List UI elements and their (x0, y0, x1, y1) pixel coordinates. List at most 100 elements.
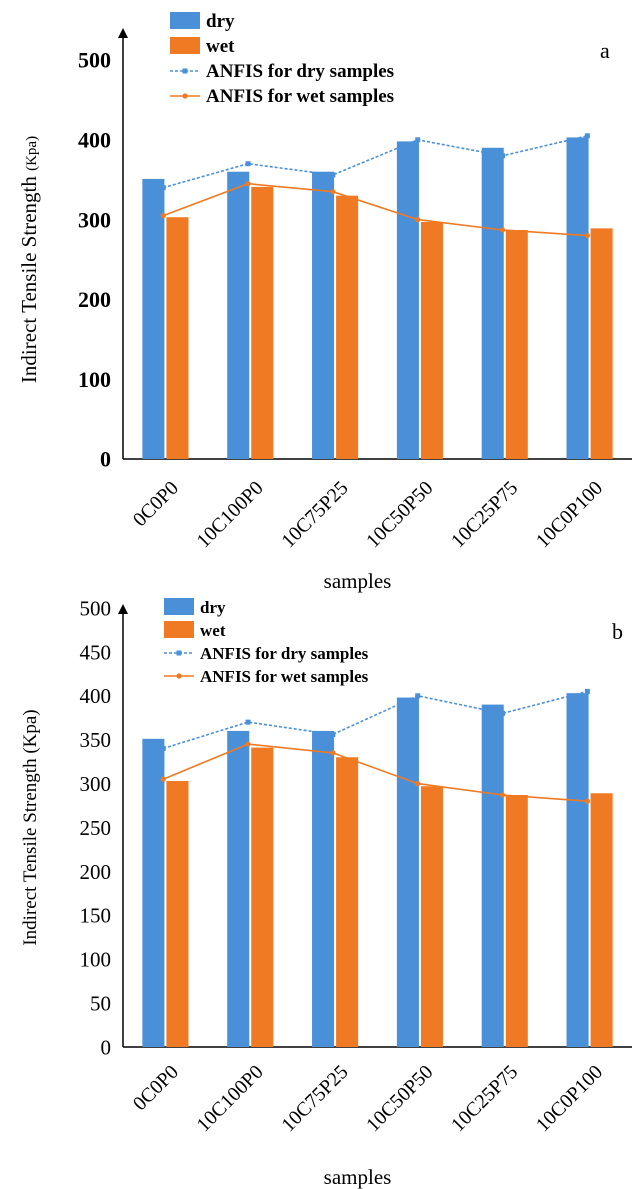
y-tick-label: 200 (80, 860, 112, 884)
line-point (245, 181, 251, 187)
line-point (584, 688, 590, 694)
y-tick-label: 250 (80, 816, 112, 840)
x-tick-label: 10C100P0 (193, 1061, 268, 1136)
line-point (584, 798, 590, 804)
bar-wet (166, 780, 189, 1047)
legend-marker (176, 673, 182, 679)
y-tick-label: 0 (100, 447, 111, 472)
line-point (160, 745, 166, 751)
legend-label: wet (200, 621, 226, 640)
y-tick-label: 300 (78, 207, 111, 232)
line-point (330, 731, 336, 737)
y-tick-label: 100 (80, 948, 112, 972)
y-tick-label: 500 (78, 48, 111, 73)
x-tick-label: 10C50P50 (362, 1061, 437, 1136)
legend-item: dry (164, 598, 226, 617)
y-tick-label: 150 (80, 904, 112, 928)
panel-label: b (612, 619, 623, 644)
line-point (584, 133, 590, 139)
bar-dry (227, 730, 250, 1047)
line-point (499, 227, 506, 233)
legend-marker (182, 68, 188, 74)
line-point (500, 153, 506, 159)
line-point (584, 232, 590, 239)
legend-label: wet (206, 36, 235, 57)
legend-item: ANFIS for dry samples (170, 61, 394, 82)
x-tick-label: 10C100P0 (193, 477, 268, 552)
bar-dry (312, 171, 335, 459)
x-tick-label: 10C75P25 (277, 1061, 352, 1136)
legend-swatch (170, 12, 200, 29)
bar-wet (251, 186, 274, 459)
legend-item: ANFIS for wet samples (164, 667, 369, 686)
line-point (160, 185, 166, 191)
legend-label: ANFIS for wet samples (200, 667, 369, 686)
chart-b-svg: 0 50 100 150 200 250 300 350 400 450 500 0C0P0 10C10… (20, 596, 632, 1189)
x-tick-label: 0C0P0 (129, 1061, 183, 1115)
line-anfis-for-wet-samples (162, 743, 588, 802)
legend-label: ANFIS for dry samples (200, 644, 369, 663)
bar-dry (227, 171, 250, 459)
bar-dry (312, 730, 335, 1047)
x-tick-label: 10C25P75 (447, 477, 522, 552)
line-point (415, 693, 421, 699)
bar-dry (481, 704, 504, 1047)
line-point (415, 217, 421, 223)
bar-dry (142, 738, 165, 1047)
line-point (245, 719, 251, 725)
y-tick-label: 500 (80, 596, 112, 620)
line-point (330, 189, 336, 195)
legend-label: ANFIS for dry samples (206, 61, 394, 82)
chart-a: 0 100 200 300 400 500 0C0P0 10C100P0 10C75P25 10C… (0, 0, 637, 594)
bar-dry (481, 147, 504, 459)
x-tick-label: 10C0P100 (532, 1061, 607, 1136)
bar-wet (505, 229, 528, 459)
bar-wet (251, 747, 274, 1047)
legend-label: dry (200, 598, 226, 617)
x-tick-label: 10C25P75 (447, 1061, 522, 1136)
x-axis-title: samples (324, 569, 392, 593)
legend-label: dry (206, 11, 235, 32)
bar-wet (166, 217, 189, 459)
panel-label: a (600, 38, 610, 63)
line-anfis-for-dry-samples (162, 690, 588, 750)
y-tick-label: 300 (80, 772, 112, 796)
bar-dry (566, 137, 589, 459)
bar-wet (420, 221, 443, 459)
legend-marker (176, 650, 182, 656)
x-tick-label: 10C75P25 (277, 477, 352, 552)
bar-wet (336, 195, 359, 459)
line-point (245, 741, 251, 747)
x-axis-title: samples (324, 1165, 392, 1189)
y-tick-label: 100 (78, 367, 111, 392)
legend-label: ANFIS for wet samples (206, 86, 394, 107)
y-axis-arrow-icon (118, 604, 128, 614)
line-point (500, 710, 506, 716)
y-tick-label: 400 (80, 684, 112, 708)
legend-swatch (164, 598, 194, 615)
legend-swatch (170, 37, 200, 54)
x-tick-label: 10C50P50 (362, 477, 437, 552)
y-axis-title: Indirect Tensile Strength (Kpa) (17, 136, 41, 383)
y-tick-label: 450 (80, 640, 112, 664)
y-tick-label: 50 (90, 991, 111, 1015)
bar-wet (505, 795, 528, 1047)
bar-wet (420, 786, 443, 1047)
y-axis-arrow-icon (118, 28, 128, 38)
legend-item: wet (170, 36, 235, 57)
y-tick-label: 350 (80, 728, 112, 752)
line-point (160, 776, 166, 782)
bar-dry (142, 178, 165, 460)
y-tick-label: 0 (101, 1035, 112, 1059)
line-point (499, 792, 506, 798)
line-point (330, 750, 336, 756)
y-axis-title: Indirect Tensile Strength (Kpa) (20, 709, 41, 945)
line-point (330, 172, 336, 178)
legend-item: wet (164, 621, 226, 640)
legend-item: ANFIS for dry samples (164, 644, 369, 663)
bar-wet (336, 757, 359, 1047)
legend-swatch (164, 621, 194, 638)
line-anfis-for-dry-samples (162, 135, 588, 189)
bar-wet (590, 228, 613, 459)
